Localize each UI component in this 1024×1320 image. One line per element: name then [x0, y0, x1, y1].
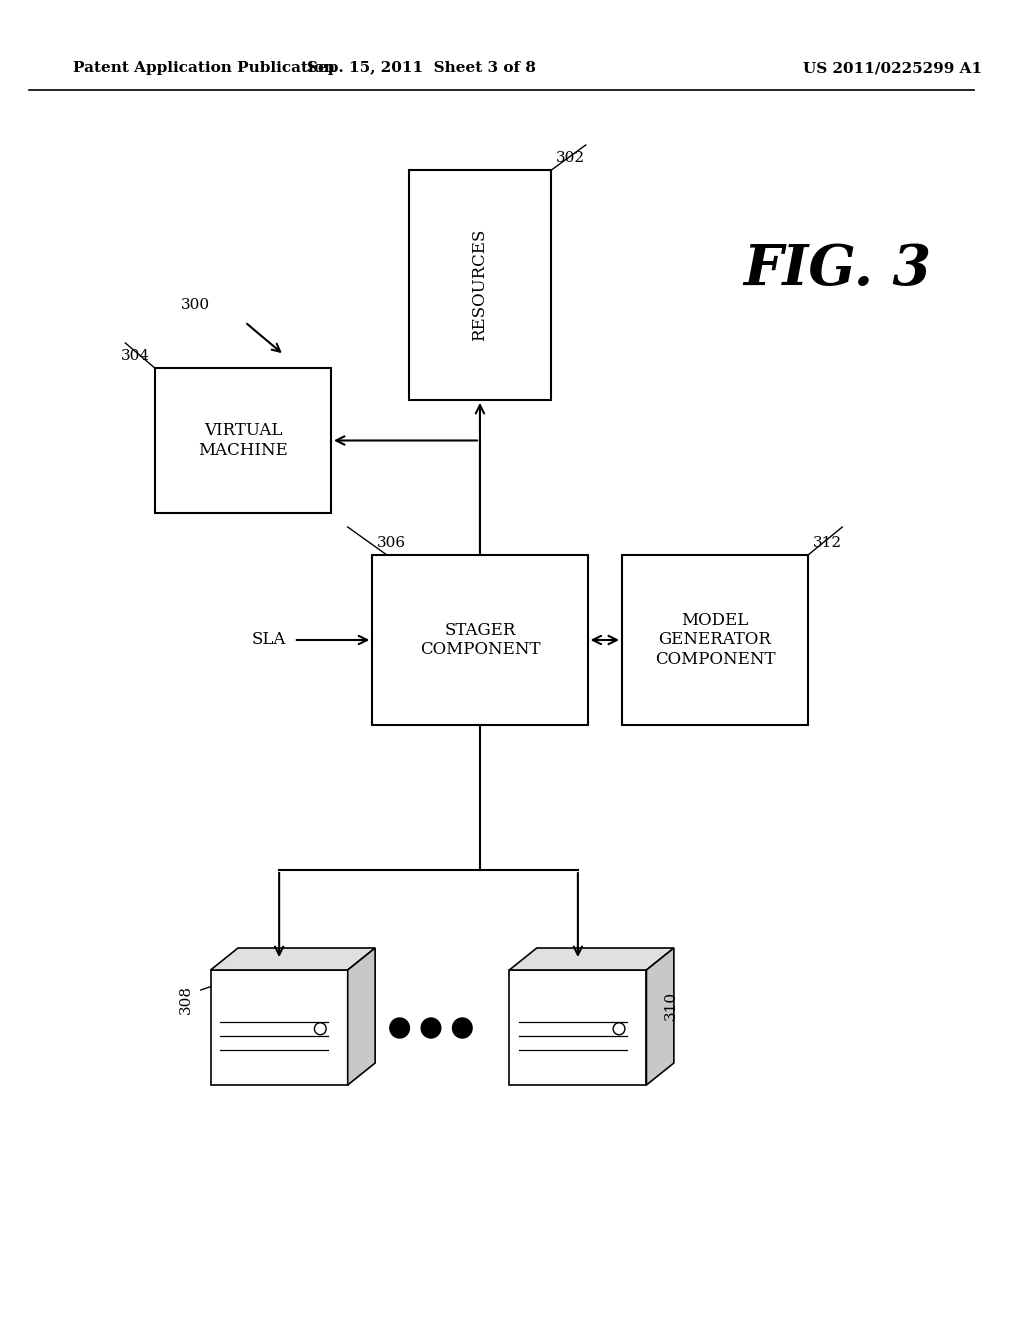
Bar [410, 170, 552, 400]
Text: Patent Application Publication: Patent Application Publication [74, 61, 336, 75]
Bar [155, 368, 331, 513]
Bar [211, 970, 348, 1085]
Text: 306: 306 [377, 536, 407, 550]
Text: VIRTUAL
MACHINE: VIRTUAL MACHINE [198, 422, 288, 459]
Text: STAGER
COMPONENT: STAGER COMPONENT [420, 622, 541, 659]
Bar [372, 554, 588, 725]
Text: 310: 310 [664, 990, 678, 1019]
Circle shape [390, 1018, 410, 1038]
Bar [509, 970, 646, 1085]
Text: 308: 308 [179, 986, 194, 1015]
Text: Sep. 15, 2011  Sheet 3 of 8: Sep. 15, 2011 Sheet 3 of 8 [306, 61, 536, 75]
Polygon shape [348, 948, 375, 1085]
Text: 300: 300 [181, 298, 211, 312]
Circle shape [453, 1018, 472, 1038]
Polygon shape [509, 948, 674, 970]
Text: MODEL
GENERATOR
COMPONENT: MODEL GENERATOR COMPONENT [654, 612, 775, 668]
Text: 302: 302 [556, 150, 586, 165]
Bar [622, 554, 808, 725]
Text: FIG. 3: FIG. 3 [743, 243, 932, 297]
Text: RESOURCES: RESOURCES [471, 228, 488, 341]
Polygon shape [646, 948, 674, 1085]
Text: 304: 304 [121, 348, 150, 363]
Text: SLA: SLA [252, 631, 286, 648]
Text: US 2011/0225299 A1: US 2011/0225299 A1 [803, 61, 982, 75]
Circle shape [421, 1018, 440, 1038]
Text: 312: 312 [813, 536, 842, 550]
Polygon shape [211, 948, 375, 970]
